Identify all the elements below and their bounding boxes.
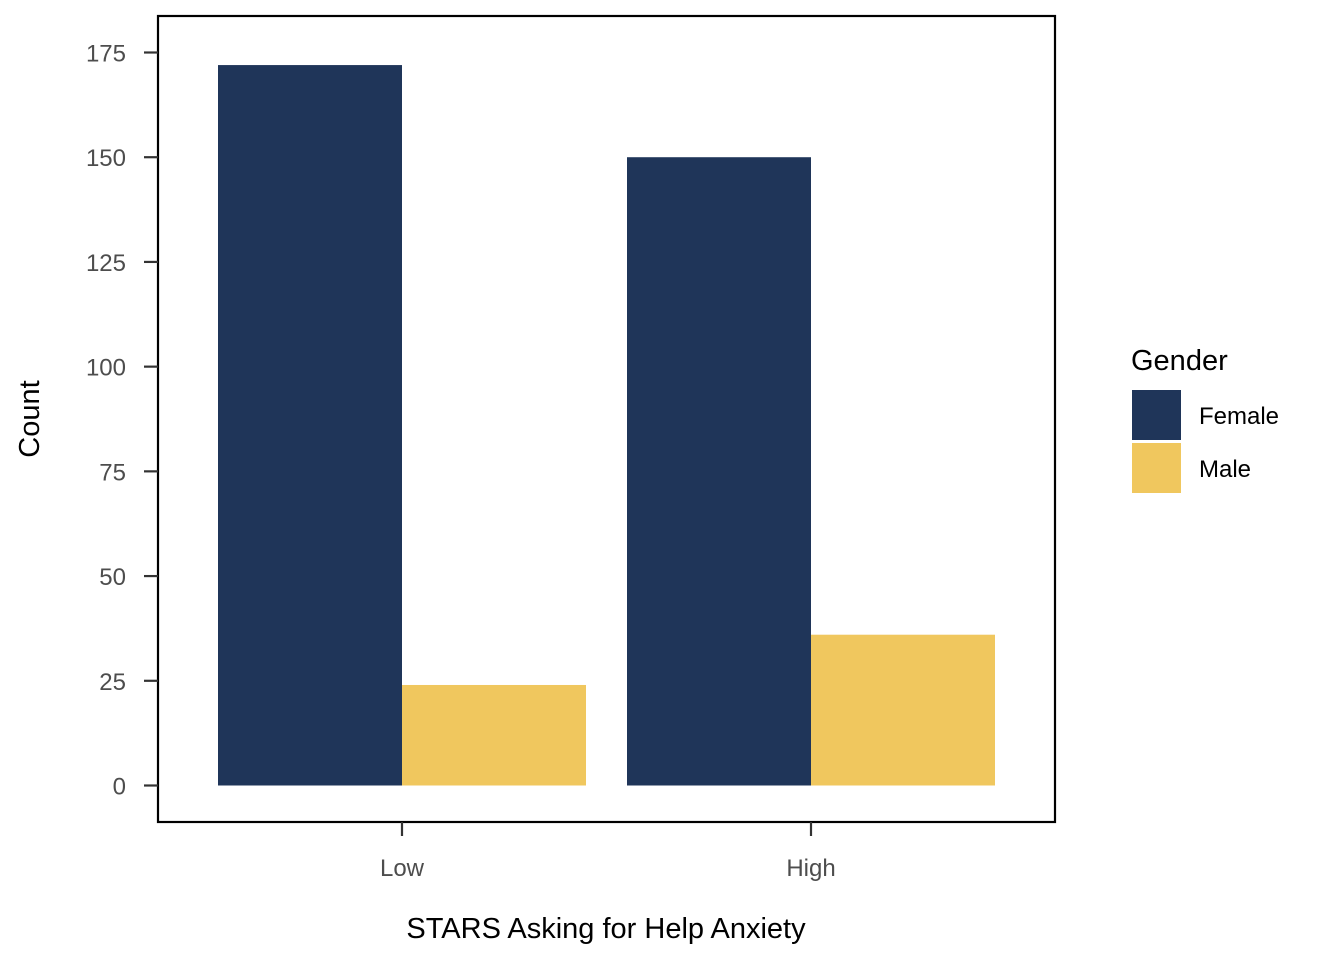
bar-female-high xyxy=(627,157,811,786)
y-axis-title: Count xyxy=(14,380,46,457)
y-tick-label: 125 xyxy=(86,250,126,277)
x-tick-label-high: High xyxy=(786,855,835,882)
y-tick-label: 75 xyxy=(99,459,126,486)
bar-female-low xyxy=(218,65,402,786)
bars-group xyxy=(218,65,995,786)
legend-key-female xyxy=(1132,390,1181,440)
x-tick-label-low: Low xyxy=(380,855,425,882)
bar-male-high xyxy=(811,634,995,786)
x-axis: Low High xyxy=(380,822,836,882)
y-tick-label: 25 xyxy=(99,669,126,696)
y-tick-label: 150 xyxy=(86,145,126,172)
x-axis-title: STARS Asking for Help Anxiety xyxy=(406,913,806,945)
legend-label-male: Male xyxy=(1199,456,1251,483)
y-tick-label: 100 xyxy=(86,355,126,382)
legend-title: Gender xyxy=(1131,345,1228,377)
y-tick-label: 0 xyxy=(113,774,126,801)
y-tick-label: 50 xyxy=(99,564,126,591)
legend-key-male xyxy=(1132,443,1181,493)
legend: Gender Female Male xyxy=(1131,345,1279,493)
y-axis: 0 25 50 75 100 125 150 175 xyxy=(86,41,158,801)
legend-label-female: Female xyxy=(1199,403,1279,430)
bar-male-low xyxy=(402,684,586,786)
y-tick-label: 175 xyxy=(86,41,126,68)
